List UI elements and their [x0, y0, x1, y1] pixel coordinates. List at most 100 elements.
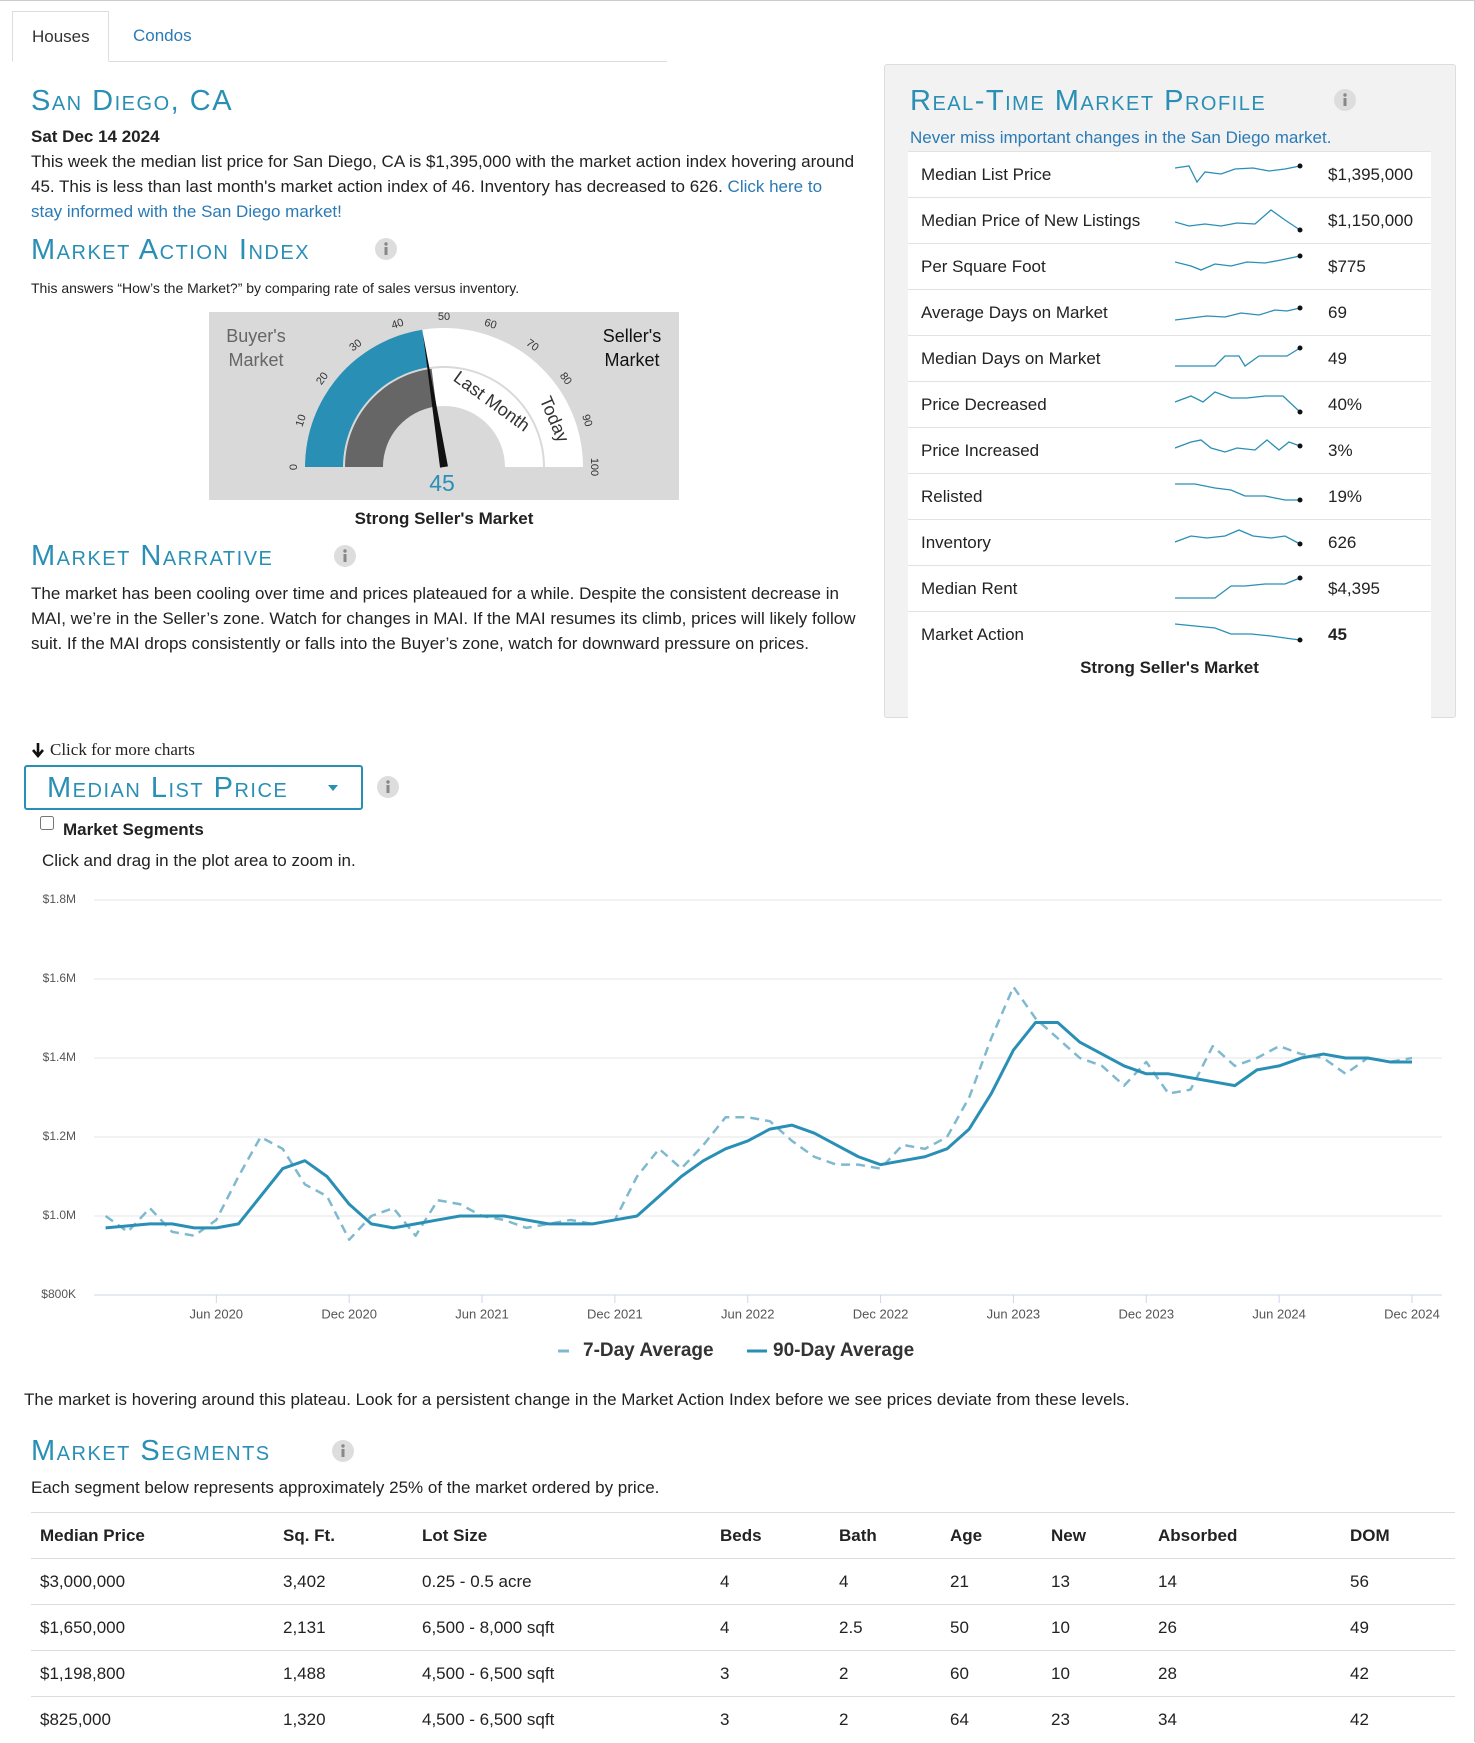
table-cell: 3 — [720, 1664, 730, 1683]
y-tick-label: $1.4M — [43, 1050, 76, 1064]
y-tick-label: $1.6M — [43, 971, 76, 985]
profile-row: Inventory 626 — [908, 519, 1431, 566]
table-cell: Sq. Ft. — [283, 1526, 335, 1545]
profile-row: Median Rent $4,395 — [908, 565, 1431, 612]
row-value: 40% — [1328, 395, 1363, 414]
sparkline-end — [1297, 541, 1303, 547]
sparkline — [1175, 529, 1303, 547]
table-cell: 13 — [1051, 1572, 1070, 1591]
series-line — [105, 1020, 1412, 1230]
profile-title: Real-Time Market Profile — [910, 85, 1267, 117]
sparkline-line — [1175, 577, 1301, 599]
sparkline-line — [1175, 255, 1301, 271]
x-tick-label: Jun 2020 — [190, 1306, 244, 1321]
gauge-tick-label: 80 — [557, 370, 574, 387]
table-cell: 21 — [950, 1572, 969, 1591]
row-label: Relisted — [921, 487, 983, 506]
sparkline-line — [1175, 307, 1301, 321]
table-cell: 56 — [1350, 1572, 1369, 1591]
x-tick-label: Jun 2023 — [987, 1306, 1041, 1321]
table-cell: $1,198,800 — [40, 1664, 126, 1683]
sparkline — [1175, 623, 1303, 643]
sparkline-line — [1175, 529, 1301, 545]
section-title: Market Narrative — [31, 540, 274, 572]
mai-subtitle: This answers “How’s the Market?” by comp… — [31, 280, 520, 296]
segments-checkbox[interactable] — [40, 816, 54, 830]
chart-selector[interactable]: Median List Price — [24, 765, 363, 810]
summary: This week the median list price for San … — [31, 149, 856, 224]
row-value: $1,395,000 — [1328, 165, 1414, 184]
row-label: Inventory — [921, 533, 991, 552]
profile-row: Average Days on Market 69 — [908, 289, 1431, 336]
row-value: $775 — [1328, 257, 1366, 276]
gauge-tick-label: 100 — [588, 458, 600, 476]
table-cell: 1,320 — [283, 1710, 326, 1729]
sparkline-line — [1175, 483, 1300, 501]
table-cell: 2,131 — [283, 1618, 326, 1637]
sparkline — [1175, 209, 1303, 233]
table-cell: Median Price — [40, 1526, 145, 1545]
table-cell: 2 — [839, 1664, 849, 1683]
gauge-tick-label: 10 — [294, 413, 309, 428]
sparkline-line — [1175, 209, 1301, 231]
table-cell: 4 — [720, 1572, 730, 1591]
info-icon[interactable] — [333, 544, 357, 568]
table-cell: Age — [950, 1526, 983, 1545]
table-cell: Absorbed — [1158, 1526, 1238, 1545]
y-tick-label: $1.8M — [43, 892, 76, 906]
subscribe-link[interactable]: Click here to stay informed with the San… — [31, 177, 823, 221]
more-charts[interactable]: Click for more charts — [50, 740, 195, 759]
table-cell: 3,402 — [283, 1572, 326, 1591]
x-tick-label: Dec 2020 — [321, 1306, 377, 1321]
table-cell: 10 — [1051, 1618, 1070, 1637]
info-icon[interactable] — [374, 237, 398, 261]
table-cell: 26 — [1158, 1618, 1177, 1637]
table-cell: Lot Size — [422, 1526, 488, 1545]
table-cell: 10 — [1051, 1664, 1070, 1683]
table-cell: DOM — [1350, 1526, 1390, 1545]
section-title: Market Segments — [31, 1435, 271, 1467]
gauge-tick-label: 40 — [390, 317, 405, 332]
table-cell: 42 — [1350, 1664, 1369, 1683]
summary-text: This week the median list price for San … — [31, 152, 855, 196]
table-cell: 42 — [1350, 1710, 1369, 1729]
gauge-tick-label: 60 — [483, 317, 498, 332]
sparkline-end — [1297, 163, 1303, 169]
checkbox-label[interactable]: Market Segments — [63, 820, 204, 839]
series-line — [104, 985, 1413, 1241]
table-cell: 34 — [1158, 1710, 1177, 1729]
profile-row: Relisted 19% — [908, 473, 1431, 520]
x-tick-label: Jun 2024 — [1252, 1306, 1306, 1321]
table-cell: 0.25 - 0.5 acre — [422, 1572, 532, 1591]
table-row: $1,650,000 2,131 6,500 - 8,000 sqft 4 2.5 50 1… — [31, 1604, 1455, 1651]
profile-row: Per Square Foot $775 — [908, 243, 1431, 290]
sparkline — [1175, 391, 1303, 415]
sparkline — [1175, 163, 1303, 184]
tab[interactable]: Houses — [12, 11, 109, 62]
x-tick-label: Jun 2021 — [455, 1306, 509, 1321]
row-label: Average Days on Market — [921, 303, 1108, 322]
table-cell: 60 — [950, 1664, 969, 1683]
table-cell: 4,500 - 6,500 sqft — [422, 1710, 555, 1729]
table-cell: 4,500 - 6,500 sqft — [422, 1664, 555, 1683]
table-cell: Beds — [720, 1526, 762, 1545]
sparkline-line — [1175, 439, 1301, 453]
table-row: $3,000,000 3,402 0.25 - 0.5 acre 4 4 21 13 14 56 — [31, 1558, 1455, 1605]
info-icon[interactable] — [1333, 88, 1357, 112]
info-icon[interactable] — [376, 775, 400, 799]
profile-row: Median Price of New Listings $1,150,000 — [908, 197, 1431, 244]
selector-label: Median List Price — [47, 772, 289, 804]
date: Sat Dec 14 2024 — [31, 127, 160, 146]
table-cell: 2 — [839, 1710, 849, 1729]
row-value: 19% — [1328, 487, 1363, 506]
line-chart[interactable]: $800K $1.0M $1.2M $1.4M $1.6M $1.8M Jun 2020 De… — [0, 880, 1475, 1370]
info-icon[interactable] — [331, 1439, 355, 1463]
gauge-tick-label: 50 — [438, 312, 450, 323]
row-value: $1,150,000 — [1328, 211, 1414, 230]
table-cell: $3,000,000 — [40, 1572, 126, 1591]
row-value: 626 — [1328, 533, 1357, 552]
tab[interactable]: Condos — [133, 26, 192, 45]
zoom-hint: Click and drag in the plot area to zoom … — [42, 851, 356, 870]
